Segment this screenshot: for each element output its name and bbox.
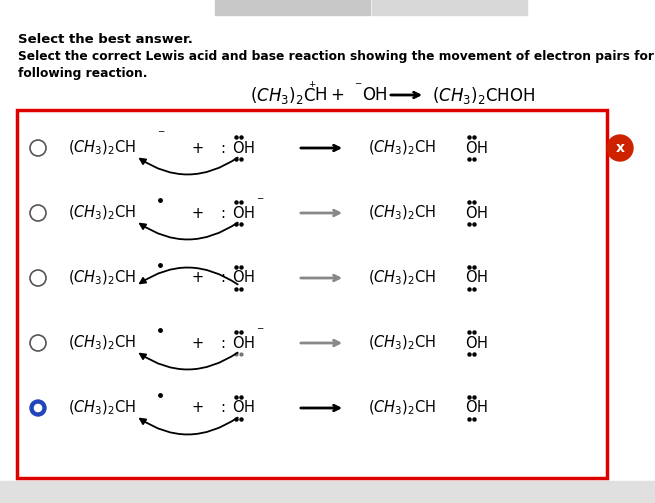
Text: :: :: [220, 140, 225, 155]
Text: H: H: [477, 400, 488, 415]
Text: O: O: [465, 140, 477, 155]
Text: +: +: [192, 140, 204, 155]
Text: Select the best answer.: Select the best answer.: [18, 33, 193, 46]
Text: $(CH_3)_2$CH: $(CH_3)_2$CH: [68, 269, 136, 287]
Text: $(CH_3)_2$CH: $(CH_3)_2$CH: [68, 204, 136, 222]
Text: +: +: [192, 271, 204, 286]
Text: H: H: [477, 271, 488, 286]
Text: $(CH_3)_2$CH: $(CH_3)_2$CH: [68, 399, 136, 417]
Text: O: O: [232, 400, 244, 415]
Text: H: H: [477, 140, 488, 155]
Text: $(CH_3)_2$C: $(CH_3)_2$C: [250, 85, 316, 106]
Text: :: :: [220, 400, 225, 415]
Text: O: O: [232, 140, 244, 155]
Text: Select the correct Lewis acid and base reaction showing the movement of electron: Select the correct Lewis acid and base r…: [18, 50, 655, 63]
Bar: [17, 110, 607, 478]
Text: $(CH_3)_2$CH: $(CH_3)_2$CH: [368, 334, 436, 352]
FancyArrowPatch shape: [140, 353, 238, 370]
Text: H: H: [244, 206, 255, 220]
Text: :: :: [220, 271, 225, 286]
Text: $(CH_3)_2$CH: $(CH_3)_2$CH: [68, 139, 136, 157]
FancyArrowPatch shape: [140, 222, 238, 239]
Bar: [372, 0, 527, 15]
Text: +: +: [192, 400, 204, 415]
Text: $(CH_3)_2$CH: $(CH_3)_2$CH: [68, 334, 136, 352]
Text: OH: OH: [362, 86, 388, 104]
FancyArrowPatch shape: [140, 417, 238, 435]
Text: +: +: [330, 86, 344, 104]
Bar: [0, 481, 655, 503]
Text: O: O: [465, 336, 477, 351]
Text: H: H: [244, 336, 255, 351]
Text: following reaction.: following reaction.: [18, 67, 147, 80]
Text: O: O: [465, 206, 477, 220]
Text: :: :: [220, 336, 225, 351]
Text: H: H: [244, 400, 255, 415]
Text: $^{-}$: $^{-}$: [354, 80, 362, 94]
Text: $^{-}$: $^{-}$: [256, 325, 265, 339]
Text: O: O: [232, 336, 244, 351]
Text: H: H: [244, 271, 255, 286]
Text: $(CH_3)_2$CH: $(CH_3)_2$CH: [368, 269, 436, 287]
Text: $(CH_3)_2$CH: $(CH_3)_2$CH: [368, 139, 436, 157]
Text: $^{-}$: $^{-}$: [157, 128, 166, 141]
Text: $(CH_3)_2$CH: $(CH_3)_2$CH: [368, 399, 436, 417]
Text: H: H: [244, 140, 255, 155]
Text: O: O: [465, 400, 477, 415]
Text: O: O: [232, 206, 244, 220]
Text: $(CH_3)_2$CHOH: $(CH_3)_2$CHOH: [432, 85, 535, 106]
Text: O: O: [232, 271, 244, 286]
Circle shape: [607, 135, 633, 161]
Text: H: H: [477, 206, 488, 220]
FancyArrowPatch shape: [140, 157, 238, 175]
Text: O: O: [465, 271, 477, 286]
Text: H: H: [314, 86, 326, 104]
Text: $^+$: $^+$: [307, 80, 317, 94]
Bar: [215, 0, 370, 15]
Text: +: +: [192, 336, 204, 351]
Text: $^{-}$: $^{-}$: [256, 196, 265, 209]
Text: $(CH_3)_2$CH: $(CH_3)_2$CH: [368, 204, 436, 222]
Text: :: :: [220, 206, 225, 220]
Text: H: H: [477, 336, 488, 351]
Circle shape: [30, 400, 46, 416]
Text: x: x: [616, 141, 624, 155]
Circle shape: [35, 404, 42, 411]
FancyArrowPatch shape: [140, 268, 238, 284]
Text: +: +: [192, 206, 204, 220]
